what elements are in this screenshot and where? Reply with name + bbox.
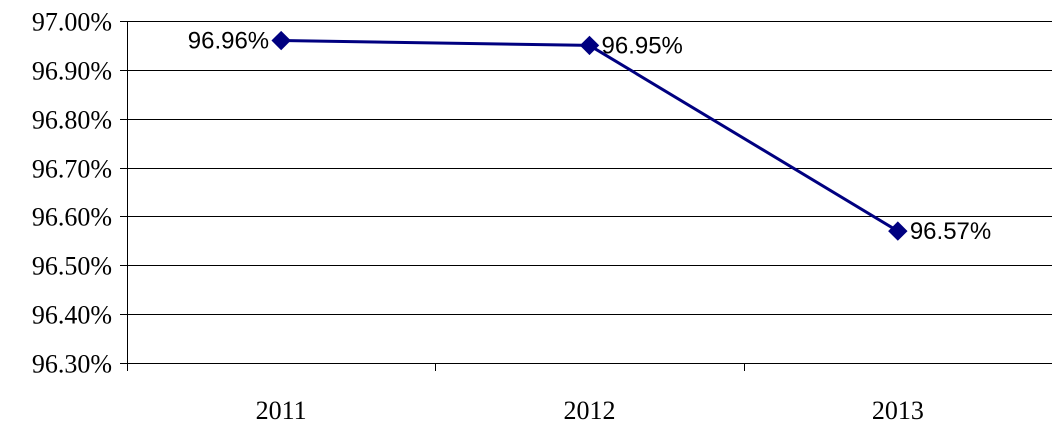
- data-label: 96.96%: [188, 28, 269, 55]
- y-tick-label: 96.50%: [32, 252, 112, 281]
- y-tick-labels: 97.00% 96.90% 96.80% 96.70% 96.60% 96.50% 96.4…: [32, 8, 112, 379]
- y-tick-label: 96.40%: [32, 301, 112, 330]
- series-group: [271, 30, 908, 241]
- x-tick-label: 2012: [564, 396, 616, 425]
- y-tick-label: 96.30%: [32, 350, 112, 379]
- x-tick-label: 2011: [256, 396, 307, 425]
- data-label: 96.95%: [602, 32, 683, 59]
- y-tick-label: 97.00%: [32, 8, 112, 37]
- y-tick-label: 96.60%: [32, 203, 112, 232]
- data-point-marker: [271, 30, 291, 51]
- y-tick-label: 96.90%: [32, 57, 112, 86]
- x-tick-labels: 2011 2012 2013: [256, 396, 924, 425]
- data-labels: 96.96% 96.95% 96.57%: [188, 28, 991, 246]
- series-line: [281, 39, 899, 233]
- axes: [120, 21, 1052, 371]
- y-tick-label: 96.80%: [32, 106, 112, 135]
- y-tick-label: 96.70%: [32, 155, 112, 184]
- gridlines: [127, 21, 1052, 315]
- data-point-marker: [579, 35, 600, 56]
- data-label: 96.57%: [910, 218, 991, 245]
- x-tick-label: 2013: [872, 396, 924, 425]
- data-point-marker: [888, 221, 908, 241]
